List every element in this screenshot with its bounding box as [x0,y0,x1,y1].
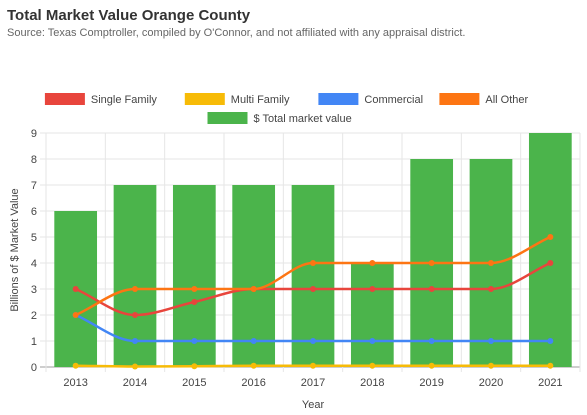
data-point[interactable] [428,362,435,369]
data-point[interactable] [72,312,79,318]
data-point[interactable] [72,286,79,292]
y-tick-label: 8 [31,154,37,166]
bars [54,133,572,367]
legend-item[interactable]: Multi Family [184,93,290,106]
x-axis-title: Year [302,399,325,411]
legend-swatch [44,93,85,105]
x-tick-label: 2016 [241,377,265,389]
x-tick-label: 2015 [182,377,206,389]
legend-swatch [318,93,359,105]
legend-swatch [439,93,480,105]
data-point[interactable] [250,286,257,292]
data-point[interactable] [488,338,494,344]
bar[interactable] [291,185,335,367]
bar[interactable] [350,263,394,367]
data-point[interactable] [191,286,198,292]
legend-label: $ Total market value [254,113,352,125]
y-tick-label: 7 [31,180,37,192]
data-point[interactable] [191,299,198,305]
chart-subtitle: Source: Texas Comptroller, compiled by O… [7,27,466,39]
lines [72,234,554,370]
legend-item[interactable]: All Other [439,93,529,106]
legend-label: Multi Family [231,94,290,106]
data-point[interactable] [369,286,376,292]
data-point[interactable] [488,286,494,292]
y-tick-label: 5 [31,232,37,244]
x-tick-label: 2018 [360,377,384,389]
chart-title: Total Market Value Orange County [7,7,251,24]
data-point[interactable] [369,362,376,369]
data-point[interactable] [191,363,198,370]
legend-item[interactable]: $ Total market value [207,112,352,125]
data-point[interactable] [428,260,435,266]
data-point[interactable] [428,286,435,292]
data-point[interactable] [488,260,494,266]
y-tick-label: 9 [31,128,37,140]
y-tick-label: 4 [31,258,37,270]
axes: 0 1 2 3 4 5 6 7 8 9 2013 2014 2015 2016 2017 2018 2019 20… [9,128,563,411]
data-point[interactable] [132,363,138,370]
data-point[interactable] [72,362,79,369]
data-point[interactable] [310,338,316,344]
y-tick-label: 2 [31,310,37,322]
data-point[interactable] [132,286,138,292]
y-tick-label: 3 [31,284,37,296]
bar[interactable] [172,185,216,367]
bar[interactable] [232,185,276,367]
x-tick-label: 2021 [538,377,562,389]
data-point[interactable] [547,234,554,240]
data-point[interactable] [310,260,316,266]
x-tick-label: 2020 [479,377,503,389]
y-axis-title: Billions of $ Market Value [9,188,21,311]
data-point[interactable] [132,312,138,318]
legend[interactable]: Single Family Multi Family Commercial All O… [44,93,529,125]
y-tick-label: 6 [31,206,37,218]
data-point[interactable] [132,338,138,344]
x-tick-label: 2013 [63,377,87,389]
legend-label: Commercial [364,94,423,106]
x-tick-label: 2019 [419,377,443,389]
x-tick-label: 2014 [123,377,147,389]
legend-swatch [207,112,248,124]
bar[interactable] [528,133,572,367]
legend-label: All Other [485,94,528,106]
data-point[interactable] [250,362,257,369]
legend-label: Single Family [91,94,158,106]
y-tick-label: 0 [31,362,37,374]
x-tick-label: 2017 [301,377,325,389]
legend-swatch [184,93,225,105]
legend-item[interactable]: Commercial [318,93,423,106]
data-point[interactable] [310,362,316,369]
data-point[interactable] [310,286,316,292]
data-point[interactable] [428,338,435,344]
data-point[interactable] [369,338,376,344]
data-point[interactable] [369,260,376,266]
data-point[interactable] [547,260,554,266]
y-tick-label: 1 [31,336,37,348]
data-point[interactable] [547,362,554,369]
data-point[interactable] [191,338,198,344]
legend-item[interactable]: Single Family [44,93,158,106]
data-point[interactable] [547,338,554,344]
data-point[interactable] [250,338,257,344]
data-point[interactable] [488,362,494,369]
bar[interactable] [113,185,157,367]
